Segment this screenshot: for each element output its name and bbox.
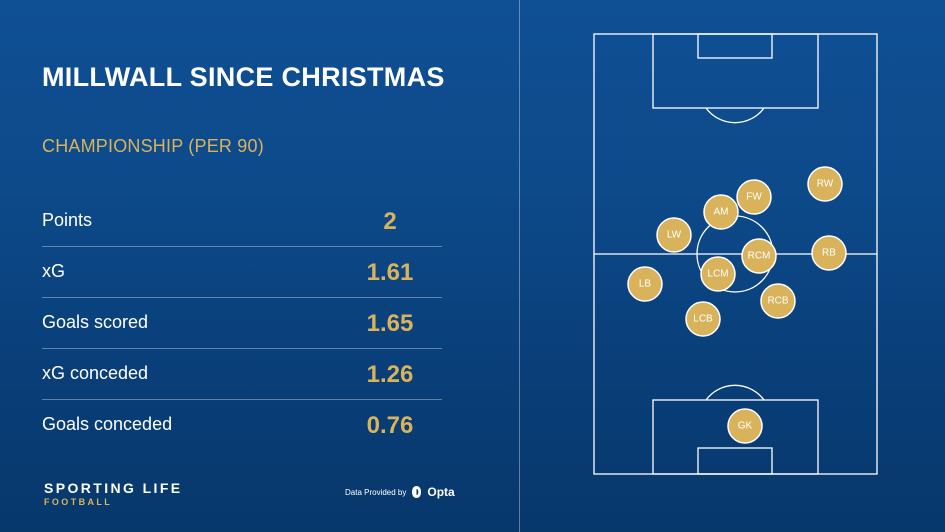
sporting-life-logo: SPORTING LIFE FOOTBALL bbox=[44, 480, 183, 507]
stat-label: Goals conceded bbox=[42, 414, 173, 434]
player-marker-rcm: RCM bbox=[741, 238, 777, 274]
player-marker-fw: FW bbox=[736, 179, 772, 215]
brand-section: FOOTBALL bbox=[44, 497, 113, 507]
player-circle bbox=[656, 217, 692, 253]
player-circle bbox=[741, 238, 777, 274]
bottom-penalty-arc bbox=[705, 384, 765, 401]
data-credit: Data Provided by Opta bbox=[345, 485, 455, 499]
stat-row-xg-conceded: xG conceded 1.26 bbox=[42, 349, 442, 400]
player-marker-lw: LW bbox=[656, 217, 692, 253]
player-position-label: RW bbox=[817, 179, 834, 190]
credit-text: Data Provided by bbox=[345, 487, 407, 497]
player-circle bbox=[727, 408, 763, 444]
player-position-label: RB bbox=[822, 248, 836, 259]
player-position-label: RCM bbox=[748, 251, 771, 262]
player-marker-am: AM bbox=[703, 194, 739, 230]
player-position-label: LCM bbox=[707, 269, 728, 280]
player-markers: RW FW AM LW RCM RB LCM LB RCB LCB GK bbox=[627, 166, 847, 444]
provider-name: Opta bbox=[427, 485, 455, 499]
player-marker-rcb: RCB bbox=[760, 283, 796, 319]
player-circle bbox=[807, 166, 843, 202]
player-position-label: LW bbox=[667, 230, 682, 241]
stat-row-xg: xG 1.61 bbox=[42, 247, 442, 298]
stat-label: xG bbox=[42, 261, 66, 281]
top-penalty-arc bbox=[705, 107, 765, 124]
stat-value: 2 bbox=[383, 208, 397, 235]
player-position-label: FW bbox=[746, 192, 762, 203]
panel-divider bbox=[519, 0, 520, 532]
player-position-label: LCB bbox=[693, 314, 713, 325]
brand-name: SPORTING LIFE bbox=[44, 480, 183, 496]
bottom-six-yard-box bbox=[697, 447, 773, 475]
player-circle bbox=[811, 235, 847, 271]
page-title: MILLWALL SINCE CHRISTMAS bbox=[42, 62, 445, 92]
stat-value: 1.61 bbox=[366, 259, 414, 286]
player-circle bbox=[685, 301, 721, 337]
player-circle bbox=[703, 194, 739, 230]
stat-value: 1.65 bbox=[366, 310, 414, 337]
pitch-markings bbox=[593, 33, 878, 475]
player-position-label: GK bbox=[738, 421, 753, 432]
player-marker-rw: RW bbox=[807, 166, 843, 202]
top-six-yard-box bbox=[697, 33, 773, 59]
stat-row-goals-conceded: Goals conceded 0.76 bbox=[42, 400, 442, 450]
stats-table: Points 2 xG 1.61 Goals scored 1.65 xG co… bbox=[42, 196, 442, 450]
player-marker-lcb: LCB bbox=[685, 301, 721, 337]
stat-row-points: Points 2 bbox=[42, 196, 442, 247]
stat-label: Goals scored bbox=[42, 312, 149, 332]
stat-label: Points bbox=[42, 210, 93, 230]
player-circle bbox=[760, 283, 796, 319]
player-marker-lb: LB bbox=[627, 266, 663, 302]
opta-logo-icon bbox=[412, 486, 422, 498]
stat-value: 1.26 bbox=[366, 361, 414, 388]
player-circle bbox=[736, 179, 772, 215]
top-penalty-box bbox=[652, 33, 819, 109]
player-circle bbox=[627, 266, 663, 302]
player-position-label: RCB bbox=[767, 296, 788, 307]
player-position-label: LB bbox=[639, 279, 652, 290]
player-marker-gk: GK bbox=[727, 408, 763, 444]
stat-row-goals-scored: Goals scored 1.65 bbox=[42, 298, 442, 349]
page-subtitle: CHAMPIONSHIP (PER 90) bbox=[42, 136, 264, 156]
stat-label: xG conceded bbox=[42, 363, 149, 383]
player-marker-lcm: LCM bbox=[700, 256, 736, 292]
player-marker-rb: RB bbox=[811, 235, 847, 271]
player-position-label: AM bbox=[714, 207, 729, 218]
player-circle bbox=[700, 256, 736, 292]
stat-value: 0.76 bbox=[366, 412, 414, 439]
